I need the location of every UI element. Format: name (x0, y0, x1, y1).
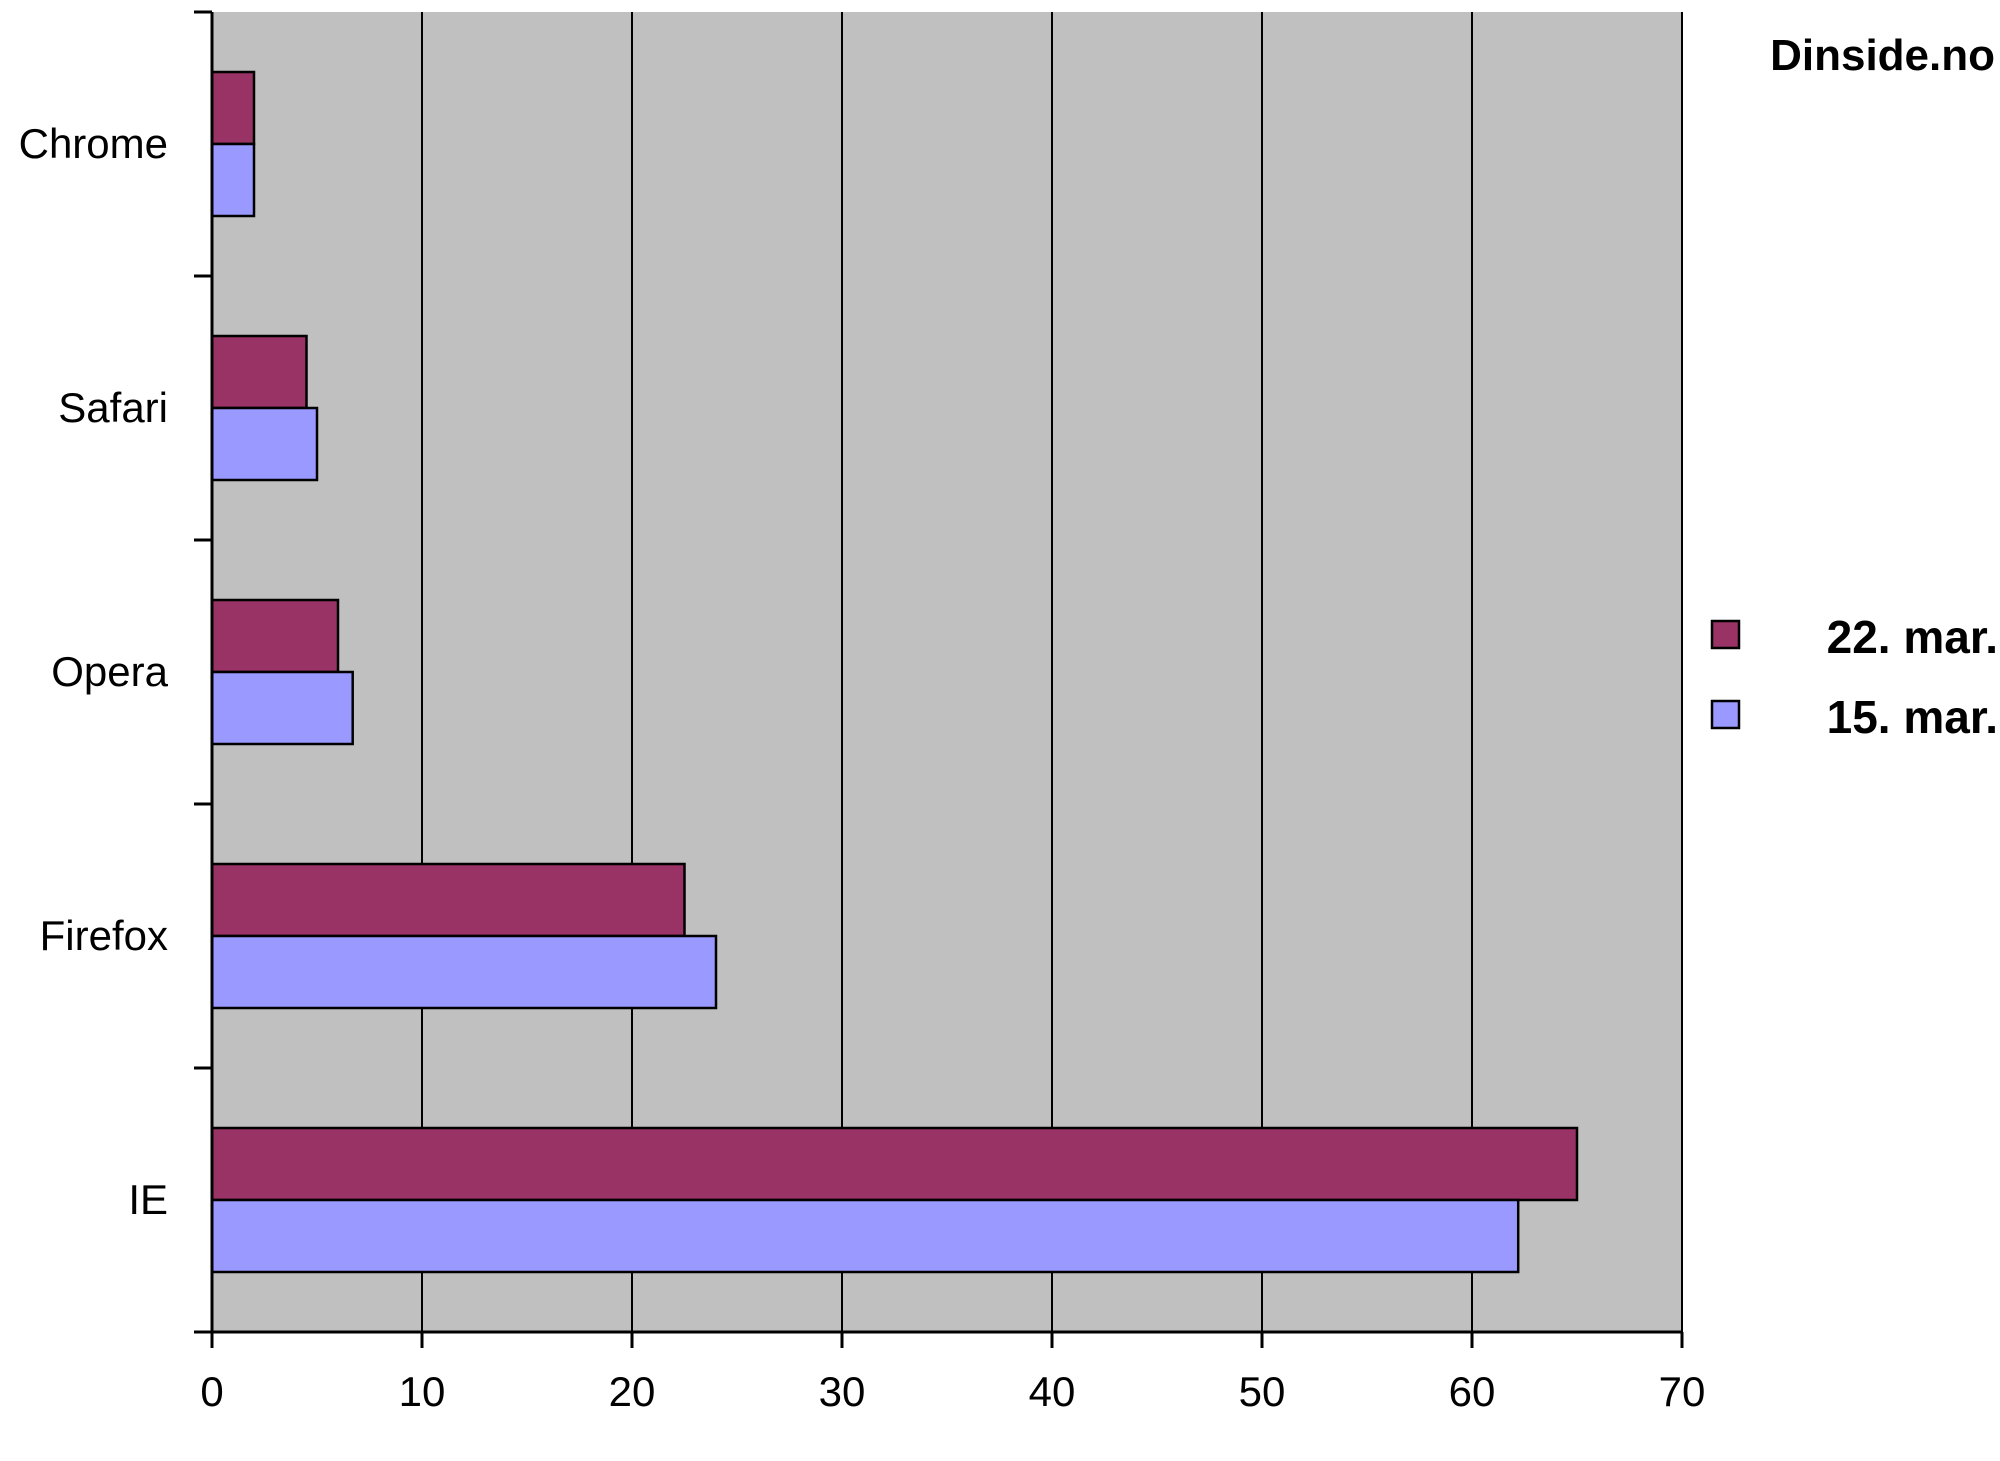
bar-opera-series-1 (210, 598, 340, 674)
source-label: Dinside.no (1770, 31, 1995, 80)
category-label-firefox: Firefox (40, 912, 168, 959)
category-label-safari: Safari (58, 384, 168, 431)
bar-firefox-series-2 (210, 934, 718, 1010)
plot-background (212, 12, 1682, 1332)
category-label-opera: Opera (51, 648, 168, 695)
bar-chrome-series-2 (210, 142, 256, 218)
legend: 22. mar. 15. mar. (1710, 611, 1998, 743)
category-label-chrome: Chrome (19, 120, 168, 167)
bar-safari-series-1 (210, 334, 308, 410)
legend-swatch-2 (1710, 699, 1741, 730)
legend-label-1: 22. mar. (1827, 611, 1998, 663)
bar-ie-series-2 (210, 1198, 1520, 1274)
bar-ie-series-1 (210, 1126, 1579, 1202)
legend-swatch-1 (1710, 619, 1741, 650)
x-tick-label: 40 (1029, 1368, 1076, 1415)
category-label-ie: IE (128, 1176, 168, 1223)
x-tick-label: 0 (200, 1368, 223, 1415)
plot-area (212, 12, 1683, 1332)
x-tick-label: 70 (1659, 1368, 1706, 1415)
x-tick-label: 30 (819, 1368, 866, 1415)
labels-group: Chrome Safari Opera Firefox IE 0 10 20 30 40 50 60 7… (19, 120, 1706, 1415)
axes-group (194, 10, 1684, 1348)
bar-firefox-series-1 (210, 862, 686, 938)
bar-safari-series-2 (210, 406, 319, 482)
legend-label-2: 15. mar. (1827, 691, 1998, 743)
x-tick-label: 10 (399, 1368, 446, 1415)
bar-opera-series-2 (210, 670, 354, 746)
x-tick-label: 50 (1239, 1368, 1286, 1415)
bar-chrome-series-1 (210, 70, 256, 146)
x-tick-label: 20 (609, 1368, 656, 1415)
x-tick-label: 60 (1449, 1368, 1496, 1415)
bars-group (210, 70, 1579, 1274)
